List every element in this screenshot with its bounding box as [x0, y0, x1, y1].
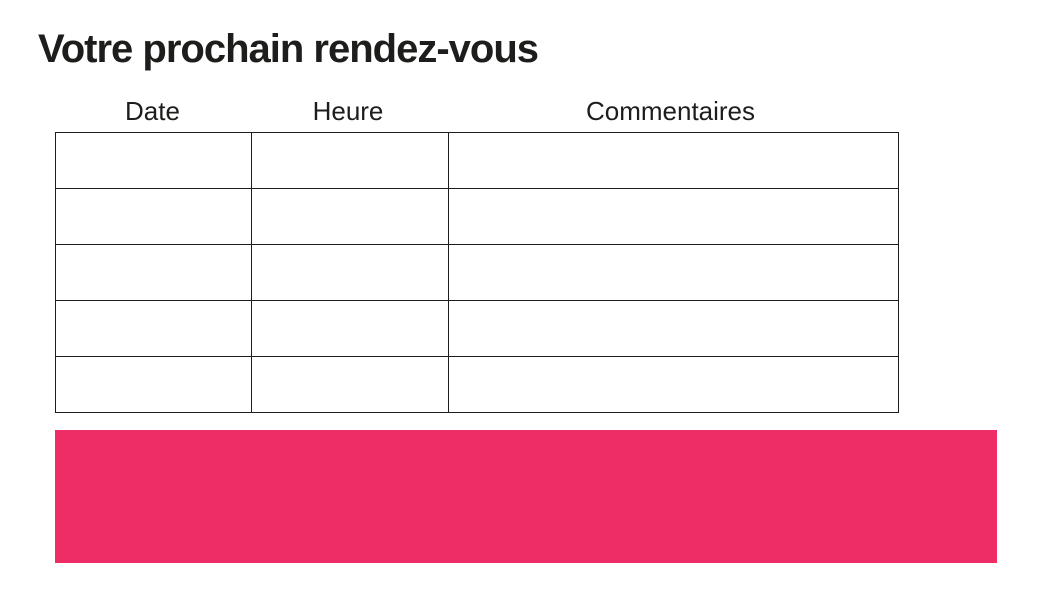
table-header-row: Date Heure Commentaires	[55, 92, 895, 130]
table-cell-date	[55, 132, 252, 189]
table-row	[55, 244, 899, 301]
table-cell-date	[55, 244, 252, 301]
page-title: Votre prochain rendez-vous	[38, 27, 539, 71]
table-cell-heure	[251, 244, 449, 301]
table-row	[55, 300, 899, 357]
table-cell-commentaires	[448, 132, 899, 189]
appointments-table-body	[55, 132, 899, 413]
table-cell-date	[55, 356, 252, 413]
table-cell-date	[55, 188, 252, 245]
column-header-commentaires: Commentaires	[585, 96, 756, 126]
table-row	[55, 356, 899, 413]
table-cell-date	[55, 300, 252, 357]
column-header-date: Date	[125, 96, 180, 126]
table-cell-heure	[251, 132, 449, 189]
accent-bar	[55, 430, 997, 563]
appointments-table	[55, 132, 899, 413]
table-cell-heure	[251, 356, 449, 413]
table-cell-commentaires	[448, 300, 899, 357]
table-cell-heure	[251, 188, 449, 245]
table-cell-heure	[251, 300, 449, 357]
table-row	[55, 132, 899, 189]
table-cell-commentaires	[448, 356, 899, 413]
table-cell-commentaires	[448, 188, 899, 245]
table-row	[55, 188, 899, 245]
column-header-heure: Heure	[312, 96, 384, 126]
table-cell-commentaires	[448, 244, 899, 301]
